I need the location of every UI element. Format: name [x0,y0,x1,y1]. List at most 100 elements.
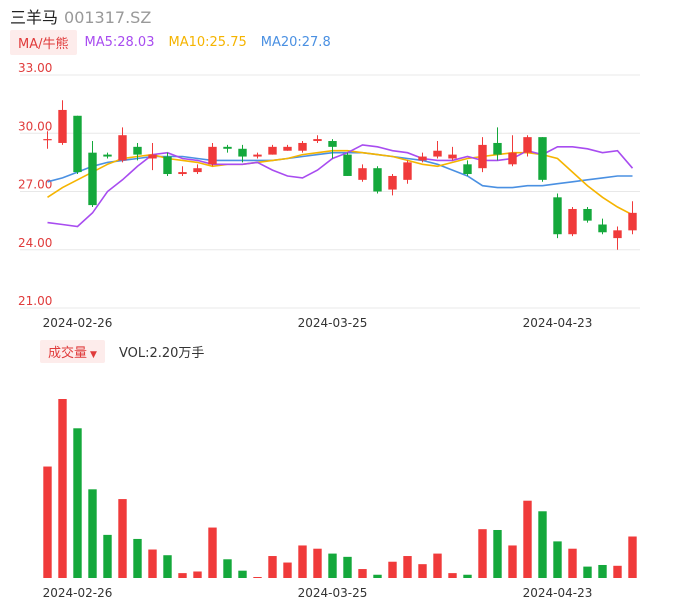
candle-body [463,164,472,175]
candle-body [388,175,397,190]
candle-body [88,152,97,206]
volume-bar [253,577,262,578]
volume-bar [208,527,217,578]
volume-bar [613,565,622,578]
volume-bar [553,541,562,578]
candle-body [283,146,292,151]
candle-body [238,148,247,157]
y-tick-label: 21.00 [18,294,52,308]
candle-body [298,142,307,151]
volume-bar [403,556,412,578]
candle-body [43,139,52,141]
y-tick-label: 33.00 [18,61,52,75]
volume-indicator-button[interactable]: 成交量 ▼ [40,339,105,363]
volume-bar [133,538,142,578]
volume-bar [418,564,427,578]
volume-bar [568,548,577,578]
price-chart: 33.00 30.00 27.00 24.00 21.00 2024-02-26 2024-… [18,61,640,330]
ma5-line [47,144,634,228]
y-tick-label: 27.00 [18,178,52,192]
volume-bar [358,569,367,578]
candle-body [403,162,412,180]
volume-bar [178,573,187,578]
volume-tag-label: 成交量 [48,345,88,361]
candle-body [493,142,502,155]
volume-bar [58,399,67,578]
volume-bar [88,489,97,578]
y-tick-label: 30.00 [18,119,52,133]
ma-legend: MA/牛熊 MA5:28.03 MA10:25.75 MA20:27.8 [10,29,345,55]
x-tick-label: 2024-02-26 [43,316,113,330]
x-tick-label: 2024-03-25 [298,316,368,330]
stock-header: 三羊马 001317.SZ [10,4,151,28]
candle-body [118,135,127,161]
ma20-label: MA20:27.8 [260,34,331,50]
volume-bar [313,548,322,578]
volume-bar [433,553,442,578]
candle-body [148,154,157,159]
volume-value: VOL:2.20万手 [118,345,205,361]
candle-body [178,172,187,175]
candle-body [253,154,262,157]
candle-body [568,208,577,235]
volume-bar [163,555,172,578]
ma10-label: MA10:25.75 [168,34,247,50]
candle-body [613,230,622,239]
volume-bar [118,499,127,578]
candle-body [598,224,607,233]
volume-bar [298,545,307,578]
volume-x-tick-label: 2024-02-26 [43,586,113,600]
candle-body [448,154,457,159]
ma20-line [47,151,633,189]
candle-body [508,152,517,165]
candle-body [223,146,232,149]
volume-bar [43,466,52,578]
candle-body [478,144,487,169]
volume-bar [238,570,247,578]
volume-bar [493,529,502,578]
candle-body [58,109,67,143]
volume-bar [223,559,232,578]
volume-bar [508,545,517,578]
candle-body [163,156,172,175]
candle-body [628,212,637,231]
candle-body [433,150,442,157]
volume-bar [628,536,637,578]
volume-bar [523,500,532,578]
dropdown-arrow-icon: ▼ [90,349,97,360]
volume-bar [283,562,292,578]
candle-body [358,168,367,180]
volume-bar [478,529,487,578]
candle-body [193,168,202,173]
candle-body [133,146,142,155]
candle-body [343,154,352,176]
volume-bar [583,566,592,578]
candle-body [313,139,322,142]
volume-bar [388,561,397,578]
volume-bar [598,564,607,578]
volume-bar [328,553,337,578]
candle-body [208,146,217,165]
stock-code: 001317.SZ [64,8,152,27]
y-tick-label: 24.00 [18,236,52,250]
volume-bar [103,534,112,578]
volume-bar [463,574,472,578]
candle-body [328,141,337,147]
candle-body [73,115,82,173]
volume-bar [148,549,157,578]
ma5-label: MA5:28.03 [84,34,155,50]
candle-body [103,154,112,157]
candle-body [538,137,547,180]
volume-bar [448,573,457,578]
stock-name: 三羊马 [10,8,59,27]
candle-body [418,156,427,161]
volume-bar [268,556,277,578]
volume-bar [373,574,382,578]
volume-bar [343,556,352,578]
volume-x-tick-label: 2024-04-23 [523,586,593,600]
ma-indicator-button[interactable]: MA/牛熊 [10,29,77,55]
candle-body [268,146,277,155]
volume-legend: 成交量 ▼ VOL:2.20万手 [40,339,205,363]
ma10-line [47,149,633,216]
candle-body [373,168,382,192]
